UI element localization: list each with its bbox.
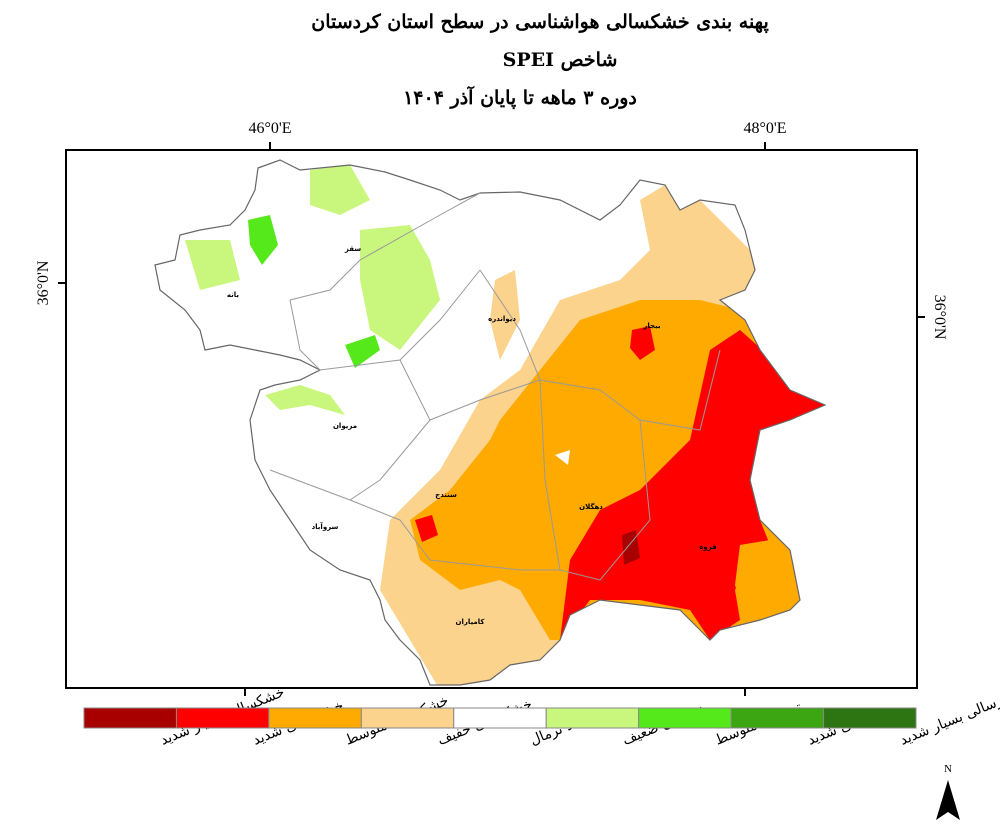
city-label: سروآباد xyxy=(312,522,339,531)
city-label: مریوان xyxy=(333,422,357,430)
legend-swatch xyxy=(360,707,455,729)
legend-swatch xyxy=(545,707,640,729)
city-label: بانه xyxy=(227,291,240,299)
legend-swatch xyxy=(730,707,825,729)
legend-swatch xyxy=(638,707,732,729)
lon-label: 48°0'E xyxy=(743,120,786,137)
legend: خشکسالی بسیار شدیدخشکسالی شدیدخشکسالی مت… xyxy=(83,684,1000,749)
city-label: قروه xyxy=(699,543,717,551)
city-label: دهگلان xyxy=(579,502,603,511)
north-label: N xyxy=(944,763,952,775)
title-line-3: دوره ۳ ماهه تا پایان آذر ۱۴۰۴ xyxy=(403,85,637,109)
city-labels: بانه سقز دیواندره بیجار مریوان سنندج دهگ… xyxy=(227,245,717,626)
lat-label: 36°0'N xyxy=(35,260,52,305)
title-line-1: پهنه بندی خشکسالی هواشناسی در سطح استان … xyxy=(311,11,768,33)
city-label: کامیاران xyxy=(456,618,486,626)
city-label: سنندج xyxy=(435,491,457,499)
lon-label: 46°0'E xyxy=(248,120,291,137)
lat-label: 36°0'N xyxy=(931,295,948,340)
legend-swatch xyxy=(823,707,917,729)
legend-swatch xyxy=(83,707,177,729)
city-label: دیواندره xyxy=(488,315,516,323)
graticule-ticks xyxy=(58,142,925,696)
legend-swatch xyxy=(268,707,362,729)
title-line-2: شاخص SPEI xyxy=(503,49,618,71)
legend-swatch xyxy=(175,707,270,729)
legend-swatch xyxy=(453,707,547,729)
city-label: سقز xyxy=(344,245,361,253)
north-arrow: N xyxy=(936,763,960,820)
county-borders xyxy=(269,192,721,581)
city-label: بیجار xyxy=(642,322,661,330)
